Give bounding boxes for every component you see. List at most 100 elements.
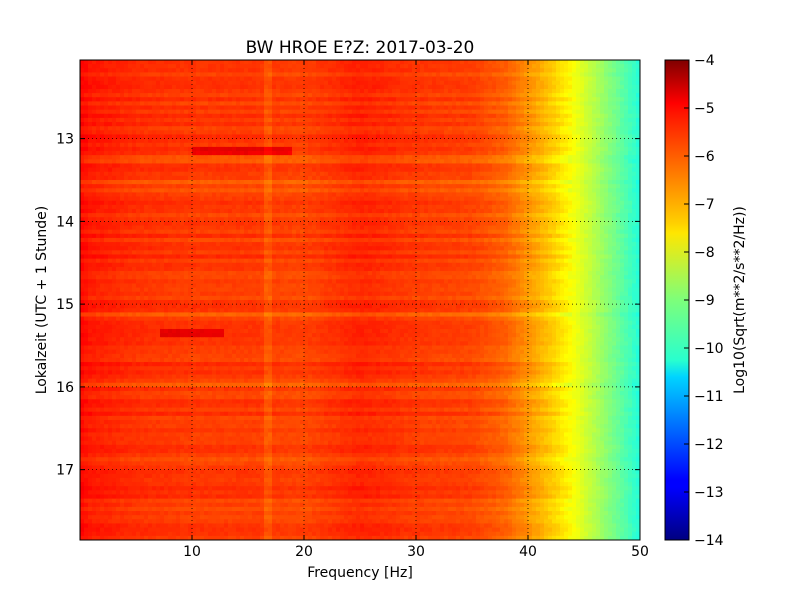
heatmap-cell <box>164 68 169 74</box>
heatmap-cell <box>520 68 525 74</box>
heatmap-cell <box>416 134 421 140</box>
heatmap-cell <box>556 122 561 127</box>
heatmap-cell <box>432 130 437 136</box>
heatmap-cell <box>184 134 189 140</box>
heatmap-cell <box>568 146 573 152</box>
heatmap-cell <box>408 196 413 202</box>
heatmap-cell <box>620 200 625 206</box>
heatmap-cell <box>428 196 433 202</box>
heatmap-cell <box>420 163 425 169</box>
heatmap-cell <box>208 122 213 127</box>
heatmap-cell <box>136 72 141 78</box>
heatmap-cell <box>220 68 225 74</box>
heatmap-cell <box>256 76 261 82</box>
heatmap-cell <box>256 188 261 194</box>
heatmap-cell <box>504 76 509 82</box>
heatmap-cell <box>176 72 181 78</box>
heatmap-cell <box>464 184 469 189</box>
heatmap-cell <box>492 167 497 173</box>
heatmap-cell <box>120 113 125 119</box>
heatmap-cell <box>416 64 421 69</box>
heatmap-cell <box>576 113 581 119</box>
heatmap-cell <box>312 175 317 181</box>
heatmap-cell <box>384 167 389 173</box>
heatmap-cell <box>544 184 549 189</box>
heatmap-cell <box>264 146 269 152</box>
heatmap-cell <box>412 64 417 69</box>
heatmap-cell <box>440 200 445 206</box>
heatmap-cell <box>208 184 213 189</box>
heatmap-cell <box>480 88 485 94</box>
heatmap-cell <box>180 192 185 198</box>
heatmap-cell <box>448 134 453 140</box>
heatmap-cell <box>508 72 513 78</box>
heatmap-cell <box>544 192 549 198</box>
heatmap-cell <box>276 146 281 152</box>
heatmap-cell <box>292 93 297 98</box>
heatmap-cell <box>352 171 357 177</box>
heatmap-cell <box>284 142 289 148</box>
heatmap-cell <box>604 60 609 65</box>
heatmap-cell <box>636 88 640 94</box>
heatmap-cell <box>292 151 297 156</box>
heatmap-cell <box>576 192 581 198</box>
heatmap-cell <box>208 146 213 152</box>
heatmap-cell <box>596 159 601 165</box>
heatmap-cell <box>564 117 569 123</box>
heatmap-cell <box>328 117 333 123</box>
heatmap-cell <box>332 175 337 181</box>
heatmap-cell <box>104 64 109 69</box>
heatmap-cell <box>316 97 321 102</box>
heatmap-cell <box>116 126 121 131</box>
heatmap-cell <box>480 60 485 65</box>
heatmap-cell <box>508 93 513 98</box>
heatmap-cell <box>320 134 325 140</box>
heatmap-cell <box>560 88 565 94</box>
heatmap-cell <box>276 180 281 185</box>
heatmap-cell <box>620 97 625 102</box>
heatmap-cell <box>436 180 441 185</box>
heatmap-cell <box>512 117 517 123</box>
heatmap-cell <box>240 126 245 131</box>
heatmap-cell <box>576 60 581 65</box>
heatmap-cell <box>572 93 577 98</box>
heatmap-cell <box>152 126 157 131</box>
heatmap-cell <box>600 93 605 98</box>
heatmap-cell <box>336 64 341 69</box>
heatmap-cell <box>212 134 217 140</box>
heatmap-cell <box>140 126 145 131</box>
heatmap-cell <box>352 93 357 98</box>
heatmap-cell <box>496 184 501 189</box>
heatmap-cell <box>528 171 533 177</box>
heatmap-cell <box>572 200 577 206</box>
heatmap-cell <box>604 105 609 111</box>
heatmap-cell <box>556 151 561 156</box>
heatmap-cell <box>408 167 413 173</box>
heatmap-cell <box>200 204 205 210</box>
heatmap-cell <box>588 76 593 82</box>
heatmap-cell <box>192 184 197 189</box>
heatmap-cell <box>552 64 557 69</box>
heatmap-cell <box>288 64 293 69</box>
heatmap-cell <box>536 138 541 144</box>
heatmap-cell <box>184 117 189 123</box>
heatmap-cell <box>256 138 261 144</box>
heatmap-cell <box>508 84 513 90</box>
heatmap-cell <box>520 134 525 140</box>
heatmap-cell <box>84 72 89 78</box>
heatmap-cell <box>352 188 357 194</box>
heatmap-cell <box>368 200 373 206</box>
heatmap-cell <box>480 72 485 78</box>
heatmap-cell <box>364 192 369 198</box>
heatmap-cell <box>376 200 381 206</box>
heatmap-cell <box>220 184 225 189</box>
heatmap-cell <box>340 93 345 98</box>
heatmap-cell <box>196 188 201 194</box>
heatmap-cell <box>168 180 173 185</box>
heatmap-cell <box>316 117 321 123</box>
heatmap-cell <box>92 117 97 123</box>
heatmap-cell <box>560 113 565 119</box>
heatmap-cell <box>268 105 273 111</box>
heatmap-cell <box>452 97 457 102</box>
heatmap-cell <box>264 68 269 74</box>
